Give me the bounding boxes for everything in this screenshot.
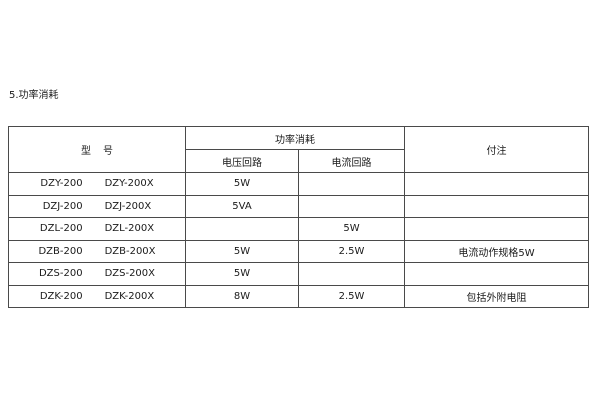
table-row: DZS-200 DZS-200X 5W bbox=[8, 262, 589, 286]
header-model: 型号 bbox=[8, 126, 186, 173]
power-consumption-table: 型号 功率消耗 付注 电压回路 电流回路 DZY-200 DZY-200X bbox=[8, 126, 589, 308]
cell-remark: 包括外附电阻 bbox=[404, 284, 589, 308]
header-voltage-circuit: 电压回路 bbox=[185, 149, 299, 173]
header-model-part2: 号 bbox=[103, 146, 113, 157]
cell-model: DZJ-200 DZJ-200X bbox=[8, 194, 186, 218]
cell-voltage-circuit: 5W bbox=[185, 172, 299, 196]
table-body: DZY-200 DZY-200X 5W DZJ-200 DZJ-200X 5VA bbox=[8, 172, 589, 308]
cell-model: DZY-200 DZY-200X bbox=[8, 172, 186, 196]
cell-model: DZB-200 DZB-200X bbox=[8, 239, 186, 263]
cell-model: DZK-200 DZK-200X bbox=[8, 284, 186, 308]
table-row: DZJ-200 DZJ-200X 5VA bbox=[8, 194, 589, 218]
model-name-variant: DZY-200X bbox=[104, 178, 154, 190]
cell-current-circuit: 2.5W bbox=[298, 239, 405, 263]
table-header: 型号 功率消耗 付注 电压回路 电流回路 bbox=[8, 126, 589, 173]
cell-current-circuit bbox=[298, 194, 405, 218]
cell-voltage-circuit bbox=[185, 217, 299, 241]
model-name-variant: DZS-200X bbox=[104, 268, 156, 280]
cell-current-circuit bbox=[298, 262, 405, 286]
cell-remark bbox=[404, 217, 589, 241]
cell-model: DZL-200 DZL-200X bbox=[8, 217, 186, 241]
model-name-variant: DZK-200X bbox=[104, 290, 155, 302]
table-row: DZK-200 DZK-200X 8W 2.5W 包括外附电阻 bbox=[8, 284, 589, 308]
header-current-circuit: 电流回路 bbox=[298, 149, 405, 173]
model-name-variant: DZL-200X bbox=[104, 223, 155, 235]
model-name-primary: DZS-200 bbox=[38, 268, 83, 280]
table-row: DZL-200 DZL-200X 5W bbox=[8, 217, 589, 241]
model-name-primary: DZK-200 bbox=[39, 290, 83, 302]
cell-voltage-circuit: 5W bbox=[185, 239, 299, 263]
cell-voltage-circuit: 5VA bbox=[185, 194, 299, 218]
header-model-part1: 型 bbox=[81, 146, 91, 157]
cell-current-circuit: 2.5W bbox=[298, 284, 405, 308]
cell-remark bbox=[404, 172, 589, 196]
section-title: 5.功率消耗 bbox=[9, 90, 59, 101]
model-name-primary: DZJ-200 bbox=[42, 200, 83, 212]
header-row-sub: 电压回路 电流回路 bbox=[9, 149, 589, 173]
model-name-primary: DZB-200 bbox=[38, 245, 83, 257]
cell-remark bbox=[404, 262, 589, 286]
cell-voltage-circuit: 5W bbox=[185, 262, 299, 286]
cell-remark bbox=[404, 194, 589, 218]
header-remark: 付注 bbox=[404, 126, 589, 173]
model-name-variant: DZB-200X bbox=[104, 245, 156, 257]
cell-remark: 电流动作规格5W bbox=[404, 239, 589, 263]
model-name-primary: DZY-200 bbox=[40, 178, 83, 190]
model-name-variant: DZJ-200X bbox=[104, 200, 152, 212]
cell-current-circuit bbox=[298, 172, 405, 196]
table-row: DZB-200 DZB-200X 5W 2.5W 电流动作规格5W bbox=[8, 239, 589, 263]
cell-voltage-circuit: 8W bbox=[185, 284, 299, 308]
model-name-primary: DZL-200 bbox=[39, 223, 83, 235]
header-row-top: 型号 功率消耗 付注 bbox=[8, 126, 589, 173]
cell-current-circuit: 5W bbox=[298, 217, 405, 241]
table-row: DZY-200 DZY-200X 5W bbox=[8, 172, 589, 196]
header-power-consumption-group: 功率消耗 bbox=[185, 126, 405, 150]
cell-model: DZS-200 DZS-200X bbox=[8, 262, 186, 286]
